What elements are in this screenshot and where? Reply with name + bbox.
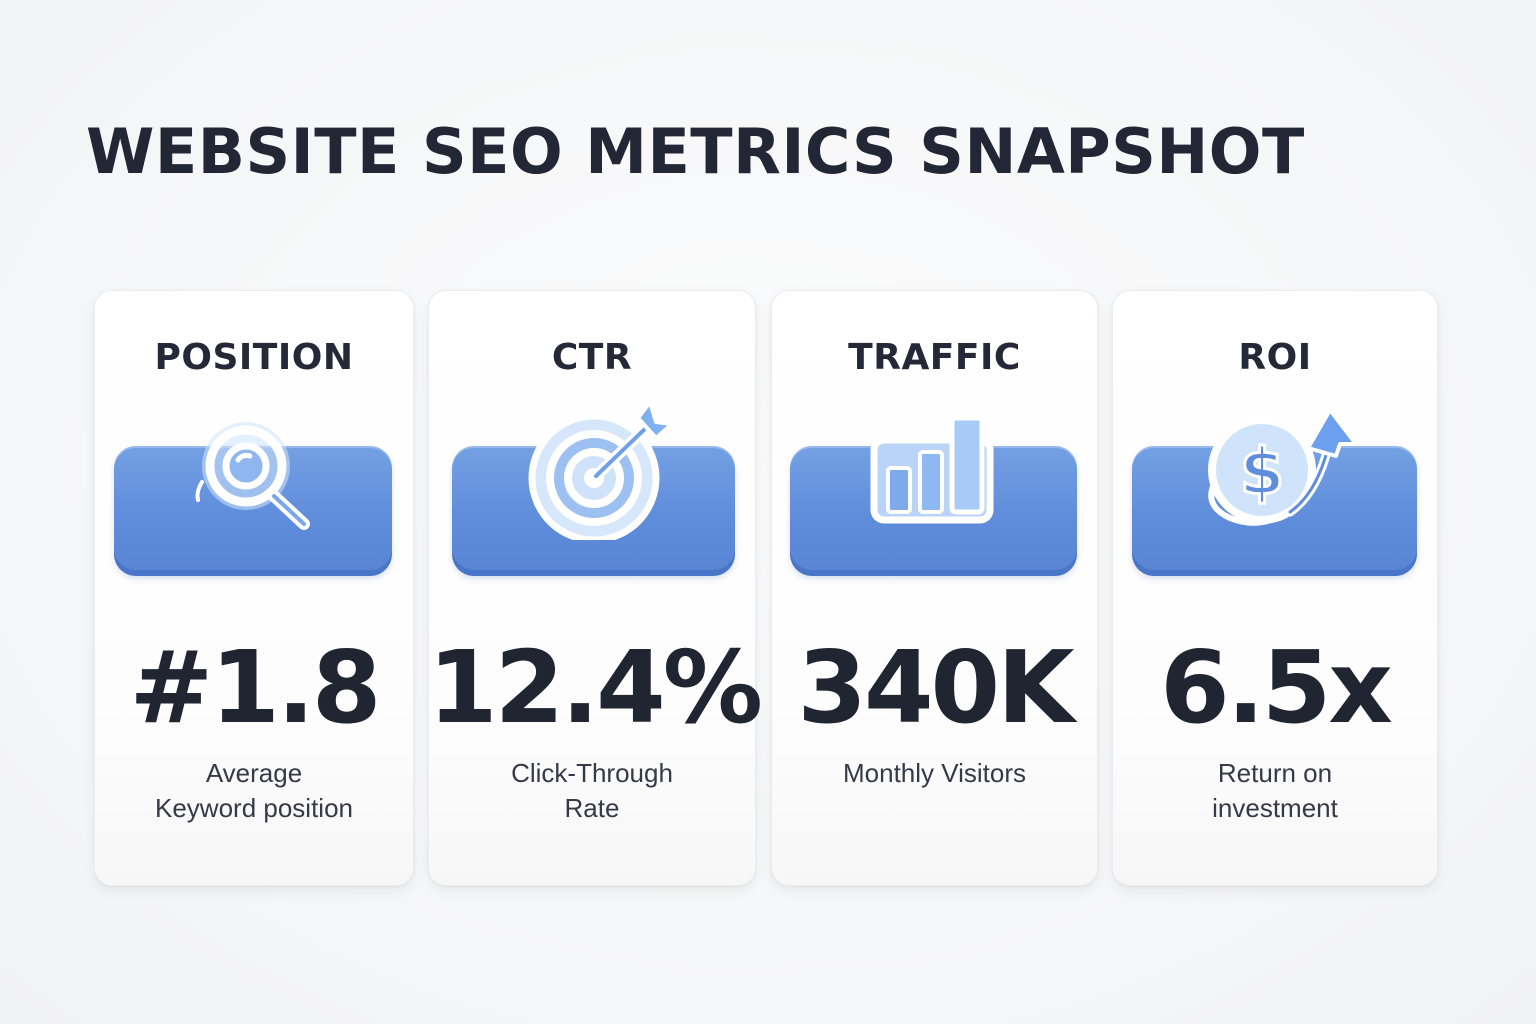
metric-label-traffic: TRAFFIC [848, 337, 1021, 378]
metric-desc-line: Keyword position [155, 793, 353, 823]
metric-desc-ctr: Click-Through Rate [428, 756, 756, 826]
metric-desc-line: Click-Through [511, 758, 673, 788]
target-arrow-icon [528, 400, 674, 540]
metric-desc-line: Monthly Visitors [842, 758, 1027, 788]
metric-card-roi [1112, 290, 1438, 886]
metric-value-ctr: 12.4% [428, 629, 763, 746]
metric-desc-line: Rate [564, 793, 620, 823]
metric-value-traffic: 340K [797, 629, 1074, 746]
dollar-growth-icon: $ [1208, 408, 1358, 526]
magnifier-icon [195, 422, 310, 530]
metric-label-roi: ROI [1238, 337, 1312, 378]
metric-desc-roi: Return on investment [1112, 756, 1438, 826]
metric-value-position: #1.8 [129, 629, 382, 746]
page-title: WEBSITE SEO METRICS SNAPSHOT [86, 115, 1305, 188]
metric-value-roi: 6.5x [1160, 629, 1393, 746]
metric-card-traffic [771, 290, 1098, 886]
bar-chart-icon [870, 415, 994, 524]
metric-desc-position: Average Keyword position [94, 756, 414, 826]
metric-label-ctr: CTR [551, 337, 633, 378]
metric-desc-traffic: Monthly Visitors [771, 756, 1098, 791]
metric-label-position: POSITION [154, 337, 354, 378]
metric-card-position [94, 290, 414, 886]
metric-desc-line: Return on [1217, 758, 1333, 788]
metric-desc-line: Average [205, 758, 303, 788]
svg-text:$: $ [1240, 436, 1285, 510]
metric-card-ctr [428, 290, 756, 886]
metric-desc-line: investment [1212, 793, 1338, 823]
